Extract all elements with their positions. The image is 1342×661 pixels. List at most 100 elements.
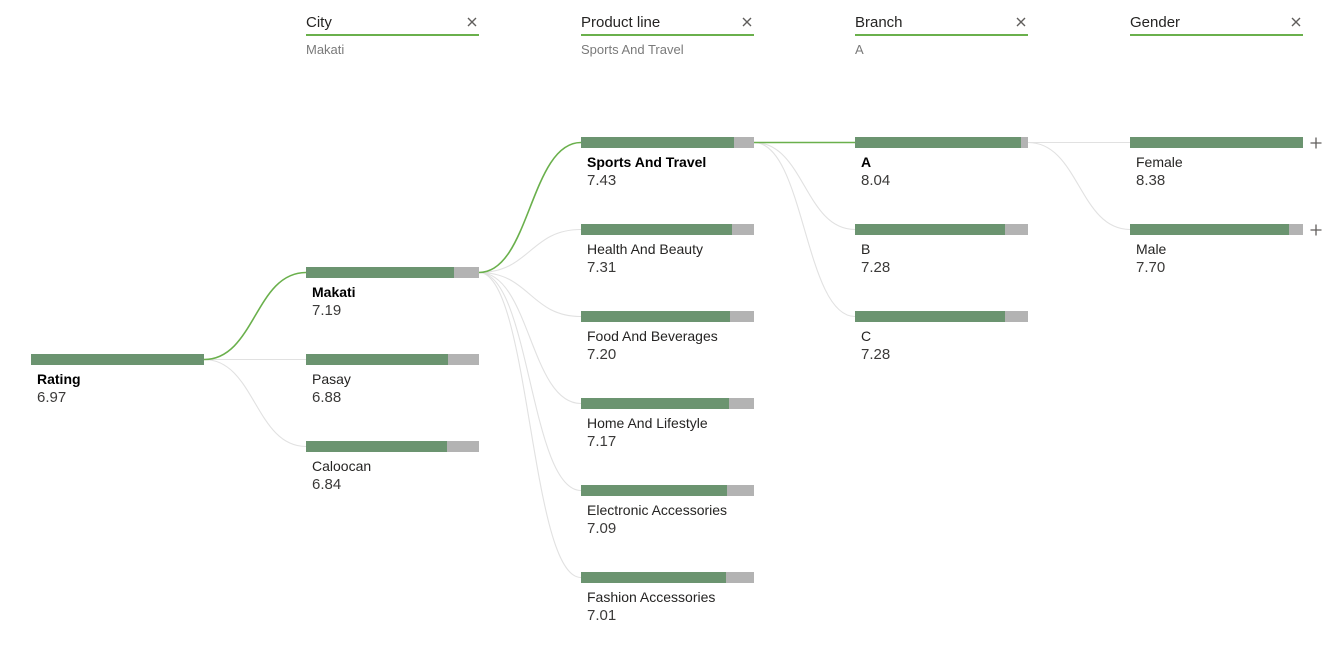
level-header-title: Branch xyxy=(855,14,903,31)
node-bar xyxy=(1130,224,1303,235)
node-bar-fill xyxy=(1130,137,1303,148)
node-label: Fashion Accessories xyxy=(587,589,716,605)
node-label: Female xyxy=(1136,154,1183,170)
node-bar-fill xyxy=(31,354,204,365)
node-bar-fill xyxy=(581,137,735,148)
node-label: Home And Lifestyle xyxy=(587,415,708,431)
node-bar xyxy=(31,354,204,365)
level-header-underline xyxy=(855,34,1028,36)
node-value: 7.09 xyxy=(587,520,617,537)
node-bar-fill xyxy=(581,311,730,322)
tree-node-pasay[interactable]: Pasay 6.88 xyxy=(306,354,479,406)
tree-link xyxy=(478,228,582,274)
tree-node-electronic-accessories[interactable]: Electronic Accessories 7.09 xyxy=(581,485,754,537)
close-icon[interactable] xyxy=(1289,15,1303,29)
node-bar-fill xyxy=(581,572,726,583)
node-bar xyxy=(1130,137,1303,148)
node-label: Rating xyxy=(37,371,81,387)
level-header-filter-value: Sports And Travel xyxy=(581,42,684,57)
node-bar xyxy=(581,485,754,496)
node-bar-fill xyxy=(1130,224,1289,235)
node-value: 6.88 xyxy=(312,389,342,406)
node-value: 7.70 xyxy=(1136,259,1166,276)
tree-link xyxy=(753,141,856,318)
node-bar-fill xyxy=(306,267,455,278)
level-header-title: City xyxy=(306,14,332,31)
level-header-filter-value: A xyxy=(855,42,864,57)
node-value: 7.28 xyxy=(861,346,891,363)
node-bar xyxy=(855,224,1028,235)
tree-link xyxy=(753,141,856,231)
node-bar-fill xyxy=(581,398,730,409)
node-bar-fill xyxy=(855,224,1006,235)
tree-link xyxy=(1027,141,1131,231)
node-bar-fill xyxy=(855,311,1006,322)
node-value: 7.31 xyxy=(587,259,617,276)
node-bar xyxy=(306,354,479,365)
node-bar-fill xyxy=(855,137,1021,148)
node-value: 6.84 xyxy=(312,476,342,493)
level-header-underline xyxy=(1130,34,1303,36)
node-value: 7.17 xyxy=(587,433,617,450)
node-label: A xyxy=(861,154,872,170)
node-label: Caloocan xyxy=(312,458,372,474)
node-label: Makati xyxy=(312,284,356,300)
node-bar xyxy=(855,311,1028,322)
node-bar-fill xyxy=(581,224,732,235)
tree-node-b[interactable]: B 7.28 xyxy=(855,224,1028,276)
tree-link xyxy=(478,271,582,318)
node-value: 7.01 xyxy=(587,607,617,624)
node-value: 8.38 xyxy=(1136,172,1166,189)
tree-link xyxy=(203,358,307,448)
node-value: 8.04 xyxy=(861,172,891,189)
tree-node-female[interactable]: Female 8.38 xyxy=(1130,137,1303,189)
node-bar xyxy=(581,137,754,148)
level-header-underline xyxy=(306,34,479,36)
node-bar-fill xyxy=(306,354,449,365)
tree-node-a[interactable]: A 8.04 xyxy=(855,137,1028,189)
tree-node-male[interactable]: Male 7.70 xyxy=(1130,224,1303,276)
level-header-title: Gender xyxy=(1130,14,1181,31)
node-label: Sports And Travel xyxy=(587,154,707,170)
node-bar xyxy=(581,224,754,235)
node-label: Food And Beverages xyxy=(587,328,718,344)
tree-node-fashion-accessories[interactable]: Fashion Accessories 7.01 xyxy=(581,572,754,624)
node-bar xyxy=(581,311,754,322)
tree-node-sports-and-travel[interactable]: Sports And Travel 7.43 xyxy=(581,137,754,189)
node-label: B xyxy=(861,241,871,257)
node-bar-fill xyxy=(306,441,448,452)
node-label: Health And Beauty xyxy=(587,241,703,257)
node-bar xyxy=(581,572,754,583)
level-header-underline xyxy=(581,34,754,36)
node-value: 7.28 xyxy=(861,259,891,276)
tree-root-node[interactable]: Rating 6.97 xyxy=(31,354,204,406)
plus-icon[interactable] xyxy=(1309,136,1323,150)
tree-node-home-and-lifestyle[interactable]: Home And Lifestyle 7.17 xyxy=(581,398,754,450)
node-value: 7.43 xyxy=(587,172,617,189)
plus-icon[interactable] xyxy=(1309,223,1323,237)
active-path-link xyxy=(478,141,582,274)
tree-link xyxy=(478,271,582,579)
level-header-title: Product line xyxy=(581,14,661,31)
node-label: Pasay xyxy=(312,371,351,387)
close-icon[interactable] xyxy=(465,15,479,29)
tree-node-caloocan[interactable]: Caloocan 6.84 xyxy=(306,441,479,493)
node-bar xyxy=(306,441,479,452)
tree-node-health-and-beauty[interactable]: Health And Beauty 7.31 xyxy=(581,224,754,276)
tree-node-makati[interactable]: Makati 7.19 xyxy=(306,267,479,319)
close-icon[interactable] xyxy=(1014,15,1028,29)
node-bar xyxy=(581,398,754,409)
close-icon[interactable] xyxy=(740,15,754,29)
node-label: Male xyxy=(1136,241,1167,257)
tree-link xyxy=(478,271,582,492)
tree-node-c[interactable]: C 7.28 xyxy=(855,311,1028,363)
node-value: 7.19 xyxy=(312,302,342,319)
node-value: 7.20 xyxy=(587,346,617,363)
node-label: Electronic Accessories xyxy=(587,502,728,518)
tree-node-food-and-beverages[interactable]: Food And Beverages 7.20 xyxy=(581,311,754,363)
node-label: C xyxy=(861,328,872,344)
active-path-link xyxy=(203,271,307,361)
node-bar xyxy=(855,137,1028,148)
node-value: 6.97 xyxy=(37,389,67,406)
node-bar xyxy=(306,267,479,278)
